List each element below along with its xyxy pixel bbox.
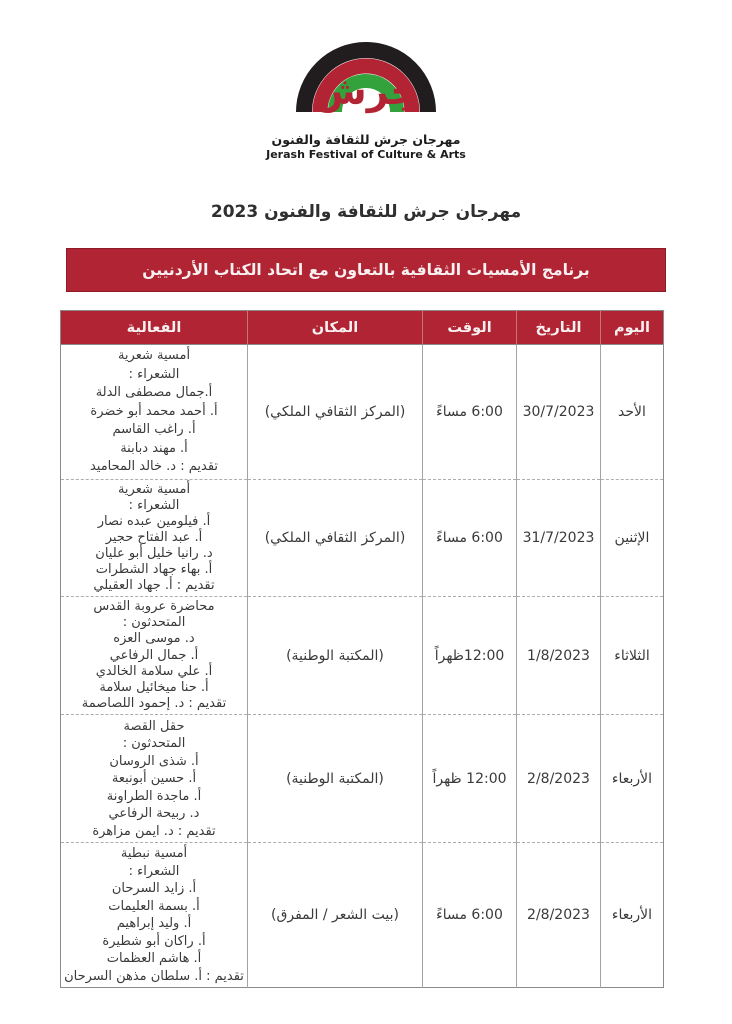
- activity-cell: أمسية شعرية الشعراء : أ. فيلومين عبده نصار…: [60, 479, 248, 597]
- activity-line: تقديم : أ. سلطان مذهن السرحان: [64, 968, 244, 984]
- activity-line: د. موسى العزه: [113, 631, 195, 647]
- place-cell: (المكتبة الوطنية): [247, 714, 423, 843]
- activity-line: أ.جمال مصطفى الدلة: [95, 385, 213, 401]
- time-cell: 6:00 مساءً: [422, 479, 517, 597]
- activity-line: أ. مهند دبابنة: [120, 440, 188, 456]
- place-cell: (المركز الثقافي الملكي): [247, 479, 423, 597]
- activity-line: أ. هاشم العظمات: [106, 951, 202, 967]
- activity-line: أ. راكان أبو شطيرة: [102, 933, 206, 949]
- activity-line: أ. ماجدة الطراونة: [106, 788, 202, 804]
- schedule-row: الأربعاء 2/8/2023 12:00 ظهراً (المكتبة الوط…: [60, 714, 664, 843]
- activity-line: تقديم : د. ايمن مزاهرة: [92, 823, 216, 839]
- activity-line: الشعراء :: [128, 498, 180, 513]
- schedule-row: الإثنين 31/7/2023 6:00 مساءً (المركز الثقاف…: [60, 479, 664, 597]
- logo-art: جرش: [296, 36, 436, 116]
- logo-caption-english: Jerash Festival of Culture & Arts: [266, 148, 466, 161]
- header-day: اليوم: [600, 310, 664, 345]
- activity-line: تقديم : أ. جهاد العقيلي: [93, 578, 215, 593]
- activity-line: المتحدثون :: [122, 736, 186, 752]
- activity-cell: محاضرة عروبة القدس المتحدثون : د. موسى الع…: [60, 595, 248, 715]
- header-date: التاريخ: [516, 310, 601, 345]
- logo-caption-arabic: مهرجان جرش للثقافة والفنون: [271, 132, 461, 147]
- activity-line: أ. حنا ميخائيل سلامة: [99, 680, 209, 696]
- day-cell: الأربعاء: [600, 842, 664, 988]
- activity-line: أ. زايد السرحان: [111, 881, 197, 897]
- date-cell: 2/8/2023: [516, 842, 601, 988]
- activity-cell: حقل القصة المتحدثون : أ. شذى الروسان أ. حسي…: [60, 714, 248, 843]
- activity-line: محاضرة عروبة القدس: [93, 599, 215, 614]
- date-cell: 2/8/2023: [516, 714, 601, 843]
- place-cell: (المكتبة الوطنية): [247, 595, 423, 715]
- schedule-row: الأربعاء 2/8/2023 6:00 مساءً (بيت الشعر / ا…: [60, 842, 664, 988]
- activity-line: أ. أحمد محمد أبو خضرة: [90, 403, 218, 419]
- day-cell: الإثنين: [600, 479, 664, 597]
- rainbow-arch-icon: [296, 42, 436, 113]
- header-row: اليوم التاريخ الوقت المكان الفعالية: [60, 310, 664, 345]
- day-cell: الأربعاء: [600, 714, 664, 843]
- header-activity: الفعالية: [60, 310, 248, 345]
- header-time: الوقت: [422, 310, 517, 345]
- activity-line: أ. حسين أبونبعة: [111, 771, 197, 787]
- activity-line: د. ربيحة الرفاعي: [108, 806, 200, 822]
- activity-line: أ. شذى الروسان: [109, 753, 199, 769]
- activity-line: أ. جمال الرفاعي: [109, 647, 199, 663]
- page-title: مهرجان جرش للثقافة والفنون 2023: [210, 202, 522, 222]
- schedule-header: اليوم التاريخ الوقت المكان الفعالية: [60, 310, 664, 345]
- activity-line: أ. عبد الفتاح حجير: [105, 530, 203, 545]
- time-cell: 6:00 مساءً: [422, 842, 517, 988]
- activity-cell: أمسية نبطية الشعراء : أ. زايد السرحان أ. بس…: [60, 842, 248, 988]
- festival-logo: جرش مهرجان جرش للثقافة والفنون Jerash Fe…: [0, 36, 732, 161]
- activity-line: المتحدثون :: [122, 615, 186, 631]
- schedule-row: الأحد 30/7/2023 6:00 مساءً (المركز الثقافي …: [61, 344, 664, 480]
- day-cell: الأحد: [600, 344, 664, 480]
- activity-line: أ. راغب القاسم: [112, 422, 196, 438]
- activity-line: أمسية شعرية: [117, 348, 191, 364]
- time-cell: 6:00 مساءً: [422, 344, 517, 480]
- date-cell: 1/8/2023: [516, 595, 601, 715]
- activity-line: د. رانيا خليل أبو عليان: [95, 546, 213, 561]
- program-banner: برنامج الأمسيات الثقافية بالتعاون مع اتح…: [66, 248, 666, 292]
- activity-line: أ. فيلومين عبده نصار: [97, 514, 211, 529]
- place-cell: (بيت الشعر / المفرق): [247, 842, 423, 988]
- activity-line: أمسية نبطية: [120, 846, 188, 862]
- day-cell: الثلاثاء: [600, 595, 664, 715]
- activity-line: تقديم : د. خالد المحاميد: [89, 459, 219, 475]
- place-cell: (المركز الثقافي الملكي): [247, 344, 423, 480]
- activity-cell: أمسية شعرية الشعراء : أ.جمال مصطفى الدلة أ.…: [61, 345, 248, 480]
- time-cell: 12:00 ظهراً: [422, 714, 517, 843]
- schedule-row: الثلاثاء 1/8/2023 12:00ظهراً (المكتبة الوطن…: [60, 595, 664, 715]
- logo-wordmark-jerash: جرش: [314, 69, 419, 113]
- schedule-body: الأحد 30/7/2023 6:00 مساءً (المركز الثقافي …: [60, 344, 664, 988]
- time-cell: 12:00ظهراً: [422, 595, 517, 715]
- activity-line: حقل القصة: [123, 718, 185, 734]
- activity-line: أ. بهاء جهاد الشطرات: [95, 562, 213, 577]
- date-cell: 30/7/2023: [516, 344, 601, 480]
- activity-line: أ. علي سلامة الخالدي: [95, 663, 213, 679]
- schedule-table: اليوم التاريخ الوقت المكان الفعالية الأح…: [60, 310, 664, 989]
- activity-line: أ. وليد إبراهيم: [116, 916, 192, 932]
- activity-line: الشعراء :: [128, 863, 180, 879]
- activity-line: أ. بسمة العليمات: [108, 898, 200, 914]
- activity-line: تقديم : د. إحمود اللصاصمة: [81, 696, 227, 712]
- activity-line: الشعراء :: [128, 366, 180, 382]
- date-cell: 31/7/2023: [516, 479, 601, 597]
- activity-line: أمسية شعرية: [117, 482, 191, 497]
- header-place: المكان: [247, 310, 423, 345]
